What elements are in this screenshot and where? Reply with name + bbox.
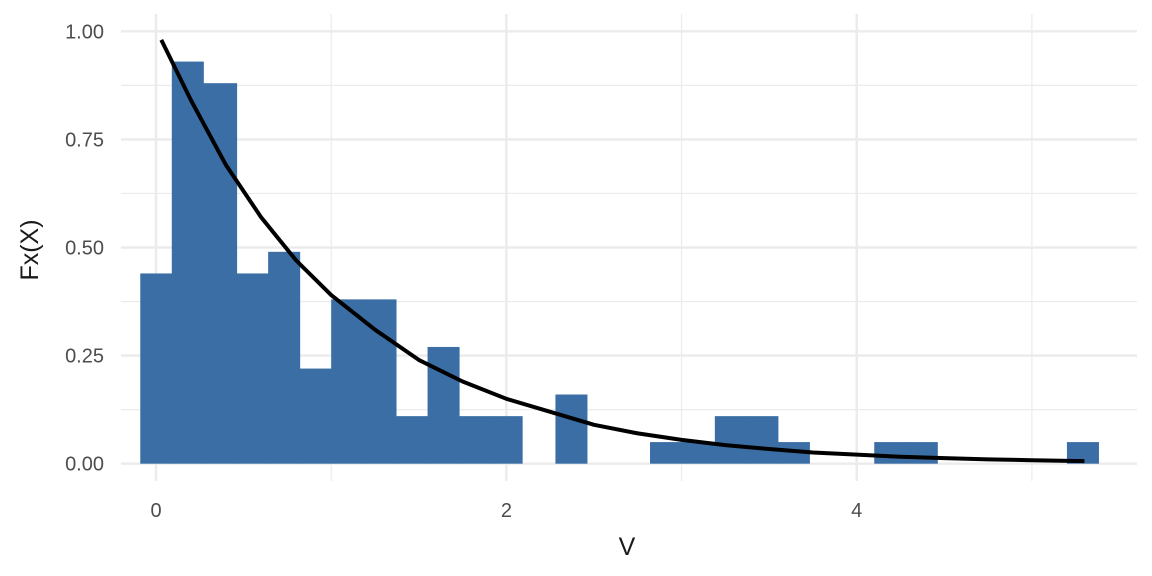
y-tick-label: 0.25 [65, 346, 104, 368]
histogram-bar [555, 394, 588, 464]
y-tick-label: 0.50 [65, 238, 104, 260]
y-axis-title: Fx(X) [16, 219, 44, 280]
y-tick-label: 0.75 [65, 129, 104, 151]
histogram-bar [396, 416, 429, 464]
histogram-bar [203, 83, 238, 464]
histogram-bar [714, 416, 747, 464]
histogram-bar [746, 416, 779, 464]
histogram-bar [299, 368, 332, 464]
histogram-bar [683, 442, 716, 464]
y-tick-label: 1.00 [65, 21, 104, 43]
y-tick-label: 0.00 [65, 454, 104, 476]
x-tick-label: 4 [851, 500, 862, 522]
histogram-bar [1066, 442, 1099, 464]
histogram-bar [905, 442, 938, 464]
x-tick-labels: 0 2 4 [150, 500, 862, 522]
histogram-bar [459, 416, 492, 464]
histogram-bar [268, 251, 301, 464]
x-axis-title: V [619, 533, 636, 561]
fitted-curve [159, 39, 1085, 464]
x-tick-label: 0 [150, 500, 161, 522]
y-tick-labels: 0.00 0.25 0.50 0.75 1.00 [65, 21, 104, 475]
histogram-bar [140, 273, 173, 464]
histogram-bar [490, 416, 523, 464]
histogram-bar [171, 61, 204, 464]
histogram-bar [874, 442, 907, 464]
histogram-bar [331, 299, 365, 464]
histogram-bars [140, 61, 1099, 464]
histogram-bar [236, 273, 269, 464]
x-tick-label: 2 [501, 500, 512, 522]
histogram-bar [650, 442, 684, 464]
